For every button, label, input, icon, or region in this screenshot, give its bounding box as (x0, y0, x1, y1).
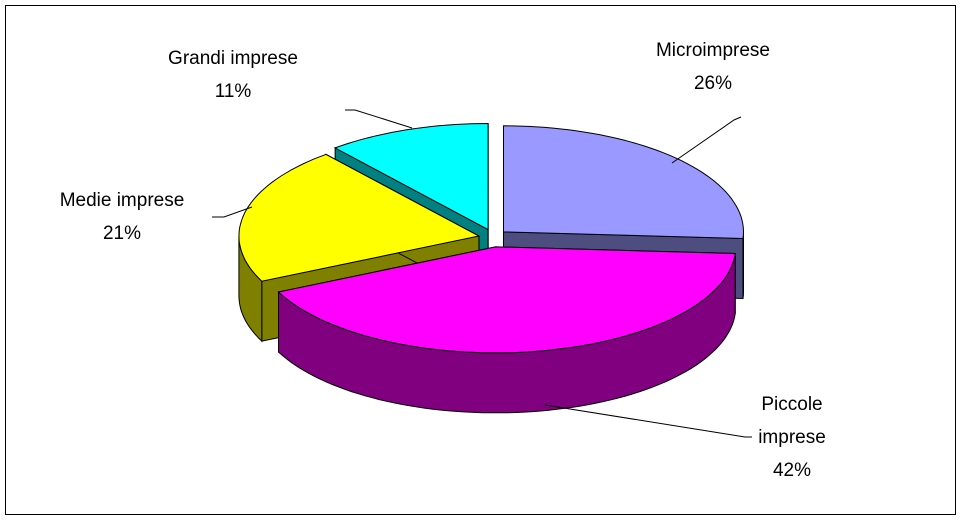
pie (238, 122, 745, 414)
value-label: 21% (102, 223, 142, 244)
slice-label: Microimprese 26% (613, 34, 813, 100)
value-label: 42% (772, 460, 812, 481)
value-label: 11% (214, 81, 252, 102)
slice-label: Medie imprese 21% (22, 184, 222, 250)
slice (277, 246, 736, 354)
slice (502, 125, 745, 240)
leader-line (212, 206, 253, 218)
slice-wall (742, 231, 744, 299)
slice (238, 153, 481, 282)
slice-label: Grandi imprese 11% (133, 42, 333, 108)
value-label: 26% (693, 73, 733, 94)
category-label: Medie imprese (59, 190, 185, 211)
slice (333, 122, 489, 231)
category-label: Piccole imprese (758, 394, 826, 448)
category-label: Grandi imprese (168, 48, 298, 69)
slice-label: Piccole imprese 42% (737, 388, 847, 487)
category-label: Microimprese (655, 40, 771, 61)
leader-line (544, 404, 752, 438)
leader-line (671, 116, 742, 164)
leader-line (345, 109, 413, 129)
